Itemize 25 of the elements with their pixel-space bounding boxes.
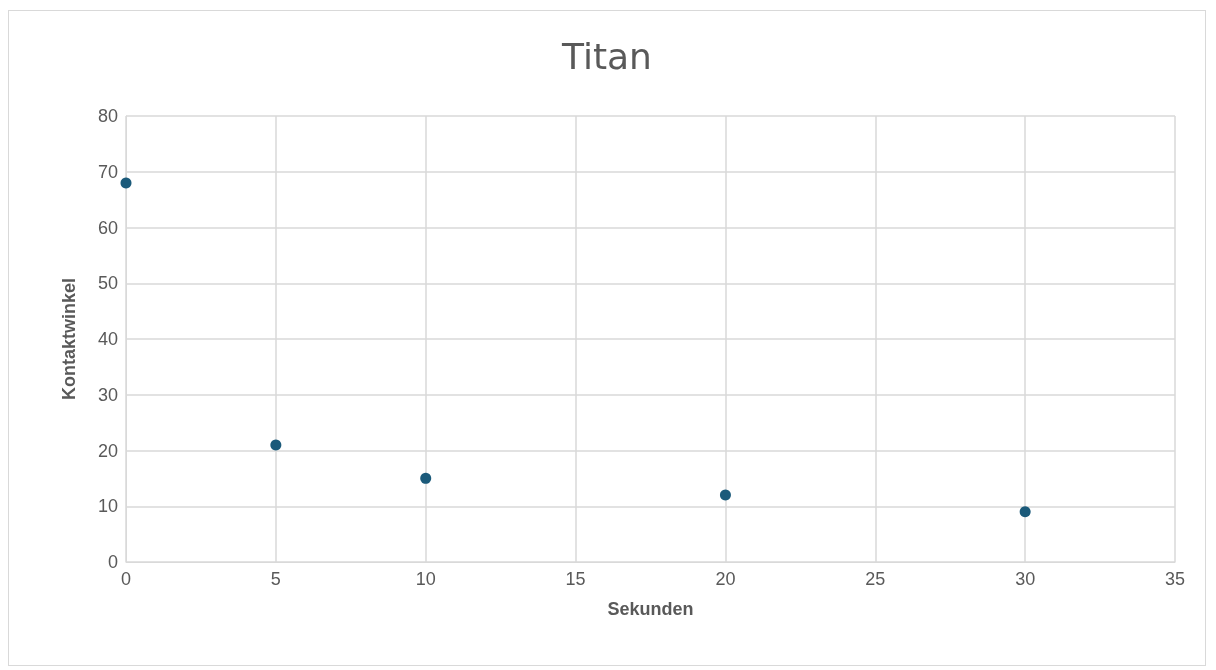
- y-tick-label: 80: [97, 106, 118, 126]
- y-tick-label: 70: [97, 161, 118, 182]
- x-tick-label: 35: [1164, 569, 1186, 589]
- x-tick-label: 0: [120, 569, 132, 589]
- y-tick-label: 30: [97, 384, 118, 405]
- point: [120, 177, 132, 189]
- x-tick-label: 20: [715, 569, 736, 589]
- y-tick-label: 40: [97, 329, 118, 349]
- y-axis-title: Kontaktwinkel: [59, 277, 79, 401]
- point: [420, 472, 432, 484]
- x-tick-label: 10: [415, 569, 436, 589]
- x-tick-label: 5: [270, 569, 281, 589]
- point: [719, 489, 731, 501]
- y-tick-label: 50: [97, 273, 118, 294]
- chart-title: Titan: [561, 35, 652, 77]
- y-tick-label: 10: [97, 496, 118, 517]
- y-tick-label: 20: [97, 440, 118, 461]
- point: [270, 439, 282, 451]
- y-tick-label: 60: [97, 217, 118, 238]
- x-tick-label: 25: [865, 569, 886, 589]
- y-tick-label: 0: [107, 552, 118, 572]
- point: [1019, 506, 1031, 518]
- x-axis-title: Sekunden: [607, 599, 694, 619]
- x-tick-label: 15: [565, 569, 586, 589]
- x-tick-label: 30: [1015, 569, 1036, 589]
